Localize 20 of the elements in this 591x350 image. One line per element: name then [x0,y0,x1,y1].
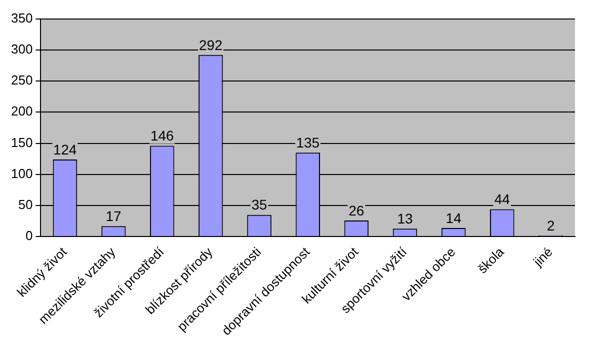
x-tick-label: jiné [530,244,556,270]
y-tick-label: 250 [10,72,33,88]
y-tick-label: 300 [10,42,33,56]
y-tick-label: 100 [10,166,33,181]
y-tick-label: 150 [10,134,33,150]
data-label: 44 [494,191,510,208]
data-label: 124 [53,141,77,158]
y-tick-label: 0 [25,228,33,244]
y-tick-label: 50 [18,197,33,212]
data-label: 135 [296,134,320,150]
data-label: 13 [397,210,413,226]
data-label: 26 [348,202,364,218]
data-label: 2 [546,217,555,234]
data-label: 14 [446,210,462,226]
data-label: 17 [106,208,122,224]
data-label: 292 [199,36,223,53]
y-tick-label: 200 [10,104,33,119]
data-label: 35 [251,196,268,213]
y-tick-label: 350 [10,10,33,26]
data-label: 146 [150,128,174,144]
